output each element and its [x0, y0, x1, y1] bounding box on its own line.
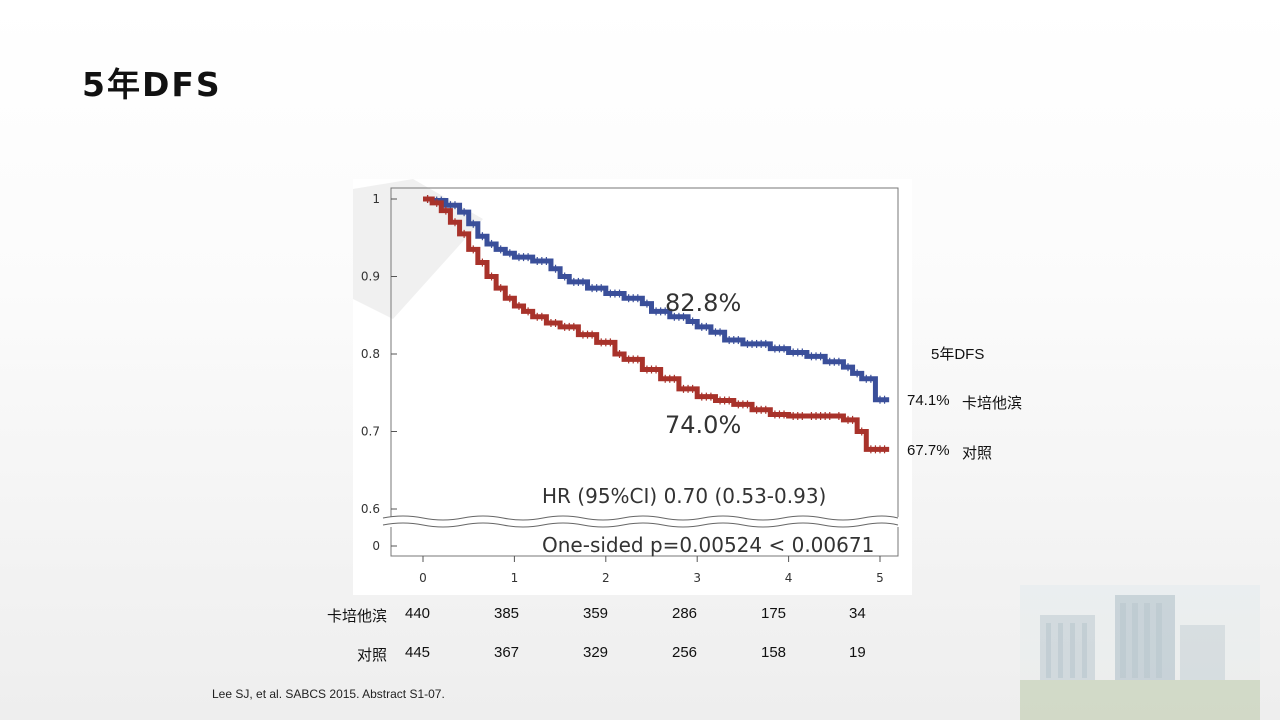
side-legend-series1-value: 74.1%	[907, 392, 950, 409]
risk-cell: 329	[583, 644, 609, 661]
side-legend-series2-name: 对照	[962, 445, 993, 462]
y-tick-label: 1	[372, 192, 380, 206]
risk-cell: 445	[405, 644, 431, 661]
side-legend-series1-name: 卡培他滨	[962, 395, 1023, 412]
y-tick-label: 0.7	[361, 425, 380, 439]
x-tick-label: 0	[419, 571, 427, 585]
censor-marks-1	[426, 195, 886, 404]
risk-cell: 158	[761, 644, 787, 661]
x-tick-label: 4	[785, 571, 793, 585]
axis-break-gap	[383, 517, 903, 527]
y-tick-label: 0.6	[361, 502, 380, 516]
km-chart: 1 0.9 0.8 0.7 0.6 0 0 1 2 3 4 5 82.8% 74.0% HR (95…	[353, 179, 912, 595]
buildings-decoration	[1020, 585, 1260, 720]
slide-title: 5年DFS	[82, 65, 222, 104]
risk-cell: 19	[849, 644, 866, 661]
risk-cell: 256	[672, 644, 698, 661]
side-legend-heading: 5年DFS	[931, 346, 985, 363]
risk-cell: 440	[405, 605, 431, 622]
annotation-p-value: One-sided p=0.00524 < 0.00671	[542, 533, 874, 557]
risk-cell: 367	[494, 644, 520, 661]
risk-cell: 175	[761, 605, 787, 622]
citation: Lee SJ, et al. SABCS 2015. Abstract S1-0…	[212, 687, 445, 701]
axis-break-upper	[382, 515, 899, 521]
km-chart-svg: 1 0.9 0.8 0.7 0.6 0 0 1 2 3 4 5 82.8% 74.0% HR (95…	[353, 179, 903, 585]
series-line-2	[423, 196, 890, 452]
risk-cell: 286	[672, 605, 698, 622]
risk-cell: 385	[494, 605, 520, 622]
plot-frame	[390, 187, 899, 557]
risk-cell: 359	[583, 605, 609, 622]
risk-cell: 34	[849, 605, 866, 622]
censor-marks-2	[426, 195, 886, 454]
y-tick-label: 0.9	[361, 270, 380, 284]
annotation-lower-value: 74.0%	[665, 411, 741, 439]
x-tick-label: 2	[602, 571, 610, 585]
risk-row-label: 卡培他滨	[326, 608, 387, 625]
y-tick-label: 0	[372, 539, 380, 553]
annotation-hr: HR (95%CI) 0.70 (0.53-0.93)	[542, 484, 826, 508]
x-tick-label: 5	[876, 571, 884, 585]
x-tick-label: 1	[511, 571, 519, 585]
axis-break-lower	[382, 522, 899, 528]
risk-row-label: 对照	[356, 647, 387, 664]
y-tick-label: 0.8	[361, 347, 380, 361]
y-axis-ticks: 1 0.9 0.8 0.7 0.6 0	[361, 192, 397, 553]
series-layer	[423, 195, 890, 454]
annotation-upper-value: 82.8%	[665, 289, 741, 317]
side-legend-series2-value: 67.7%	[907, 442, 950, 459]
x-axis-ticks: 0 1 2 3 4 5	[419, 556, 884, 585]
x-tick-label: 3	[693, 571, 701, 585]
